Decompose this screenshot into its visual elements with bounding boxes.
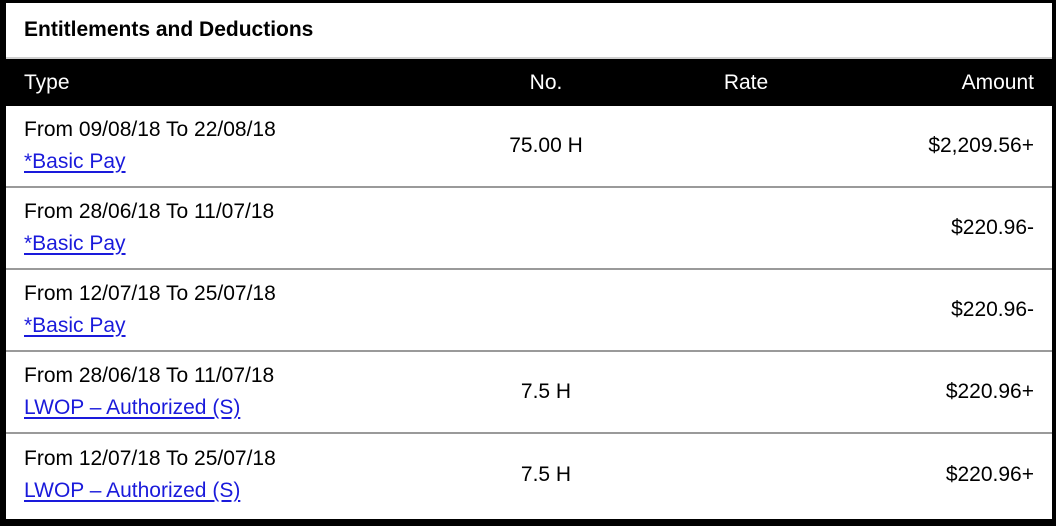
period-text: From 09/08/18 To 22/08/18 [24,118,276,141]
period-text: From 12/07/18 To 25/07/18 [24,282,276,305]
amount-cell: $220.96+ [945,380,1034,403]
type-cell: From 28/06/18 To 11/07/18 LWOP – Authori… [6,360,461,424]
type-cell: From 09/08/18 To 22/08/18 *Basic Pay [6,114,461,178]
table-body: From 09/08/18 To 22/08/18 *Basic Pay 75.… [6,106,1052,516]
pay-type-link[interactable]: *Basic Pay [24,150,126,173]
type-cell: From 28/06/18 To 11/07/18 *Basic Pay [6,196,461,260]
column-header-rate: Rate [723,70,769,94]
pay-type-link[interactable]: LWOP – Authorized (S) [24,396,241,419]
period-text: From 28/06/18 To 11/07/18 [24,200,275,223]
table-row: From 28/06/18 To 11/07/18 LWOP – Authori… [6,352,1052,434]
column-header-type: Type [24,70,70,94]
amount-cell: $220.96- [951,298,1034,321]
period-text: From 12/07/18 To 25/07/18 [24,447,276,470]
table-row: From 28/06/18 To 11/07/18 *Basic Pay $22… [6,188,1052,270]
column-header-amount: Amount [961,70,1034,94]
column-header-no: No. [529,70,563,94]
table-row: From 12/07/18 To 25/07/18 *Basic Pay $22… [6,270,1052,352]
pay-type-link[interactable]: *Basic Pay [24,314,126,337]
table-row: From 09/08/18 To 22/08/18 *Basic Pay 75.… [6,106,1052,188]
table-header: Type No. Rate Amount [6,57,1052,106]
panel-title: Entitlements and Deductions [6,3,1052,57]
pay-type-link[interactable]: *Basic Pay [24,232,126,255]
table-row: From 12/07/18 To 25/07/18 LWOP – Authori… [6,434,1052,516]
pay-type-link[interactable]: LWOP – Authorized (S) [24,479,241,502]
amount-cell: $220.96+ [945,463,1034,486]
type-cell: From 12/07/18 To 25/07/18 *Basic Pay [6,278,461,342]
quantity-cell: 7.5 H [520,463,572,486]
quantity-cell: 7.5 H [520,380,572,403]
entitlements-table-container: Entitlements and Deductions Type No. Rat… [6,3,1052,519]
type-cell: From 12/07/18 To 25/07/18 LWOP – Authori… [6,443,461,507]
quantity-cell: 75.00 H [509,134,583,157]
amount-cell: $220.96- [951,216,1034,239]
amount-cell: $2,209.56+ [928,134,1034,157]
period-text: From 28/06/18 To 11/07/18 [24,364,275,387]
